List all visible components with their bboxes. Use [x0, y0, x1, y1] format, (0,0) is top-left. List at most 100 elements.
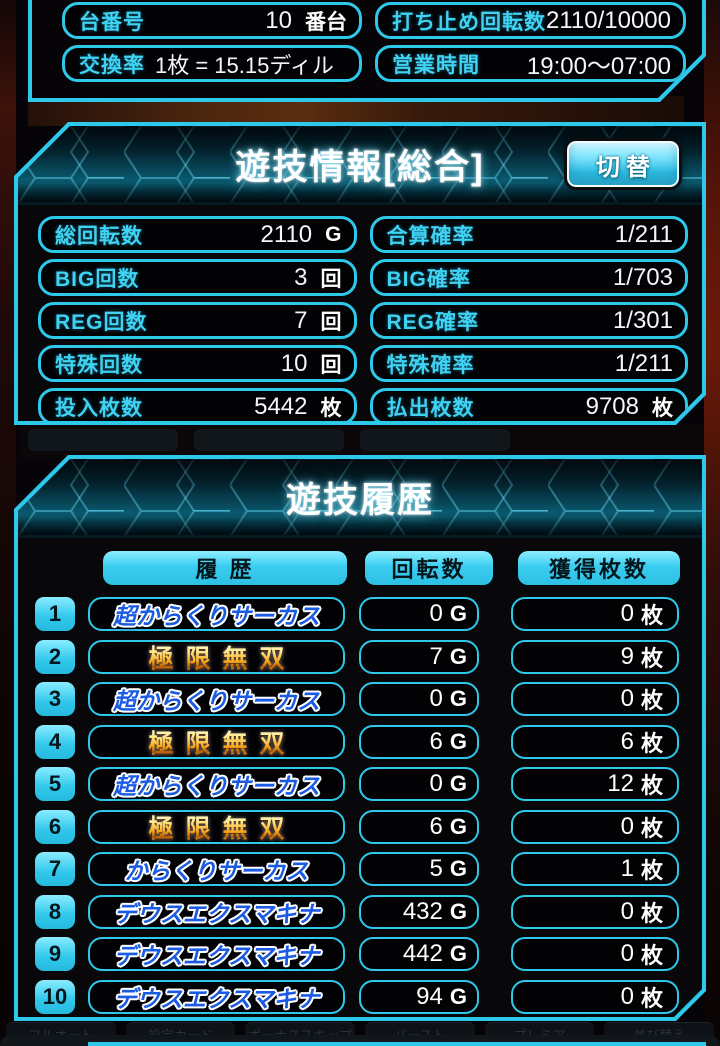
prize-unit: 枚 — [640, 730, 663, 756]
stat-unit: 回 — [320, 310, 342, 334]
stat-value: 1/301 — [612, 306, 673, 334]
prize-value: 1 — [620, 855, 634, 882]
exchange-rate-value: 1枚 = 15.15ディル — [155, 52, 334, 78]
prize-unit: 枚 — [640, 985, 663, 1011]
bonus-name: からくりサーカス — [124, 858, 309, 884]
spins-unit: G — [449, 983, 467, 1009]
bonus-name: 超からくりサーカス — [113, 603, 320, 629]
row-name-cell: 超からくりサーカス — [88, 682, 345, 716]
stat-value: 1/211 — [614, 220, 673, 248]
row-number-badge: 8 — [35, 895, 75, 929]
row-spins-cell: 432 G — [359, 895, 479, 929]
stat-unit: G — [325, 222, 342, 246]
row-name-cell: 超からくりサーカス — [88, 767, 345, 801]
row-number-badge: 1 — [35, 597, 75, 631]
bonus-name: 超からくりサーカス — [113, 773, 320, 799]
row-number-badge: 3 — [35, 682, 75, 716]
row-prize-cell: 12 枚 — [511, 767, 679, 801]
prize-value: 0 — [620, 982, 634, 1010]
machine-info-frame: 台番号 10 番台 打ち止め回転数 2110/10000 交換率 1枚 = 15… — [28, 0, 706, 102]
spins-value: 0 — [429, 685, 443, 712]
row-number-badge: 5 — [35, 767, 75, 801]
prize-unit: 枚 — [640, 773, 663, 798]
stat-label: 投入枚数 — [55, 396, 143, 420]
stat-label: 合算確率 — [386, 224, 475, 248]
column-header-spins: 回転数 — [365, 551, 493, 585]
spins-value: 5 — [429, 855, 443, 882]
prize-unit: 枚 — [640, 645, 663, 671]
prize-unit: 枚 — [640, 900, 663, 926]
stat-value: 7 — [294, 306, 308, 334]
machine-number-value: 10 — [265, 6, 292, 34]
bonus-name: 極限無双 — [136, 639, 296, 675]
stat-unit: 回 — [320, 267, 342, 291]
history-header: 遊技履歴 — [18, 459, 702, 538]
row-number-badge: 10 — [35, 980, 75, 1014]
stat-reg-count: REG回数 7 回 — [38, 302, 357, 339]
bonus-name: 極限無双 — [136, 724, 296, 760]
exchange-rate-field: 交換率 1枚 = 15.15ディル — [62, 45, 362, 82]
stat-special-rate: 特殊確率 1/211 — [370, 345, 689, 382]
prize-value: 12 — [607, 770, 634, 797]
prize-value: 0 — [620, 940, 634, 967]
column-header-history: 履 歴 — [103, 551, 347, 585]
row-name-cell: デウスエクスマキナ — [88, 895, 345, 929]
bottom-bar — [0, 1035, 720, 1046]
spins-unit: G — [449, 941, 467, 966]
prize-unit: 枚 — [640, 943, 663, 968]
prize-value: 0 — [620, 812, 634, 840]
row-name-cell: 超からくりサーカス — [88, 597, 345, 631]
stat-label: 払出枚数 — [386, 396, 475, 420]
spins-unit: G — [449, 728, 467, 754]
stat-unit: 枚 — [652, 396, 673, 420]
business-hours-field: 営業時間 19:00〜07:00 — [375, 45, 686, 82]
game-info-header: 遊技情報[総合] 切替 — [18, 126, 702, 205]
stat-coins-in: 投入枚数 5442 枚 — [38, 388, 357, 425]
row-number-badge: 2 — [35, 640, 75, 674]
limit-spins-value: 2110/10000 — [545, 6, 671, 34]
stat-unit: 回 — [320, 353, 342, 377]
row-name-cell: デウスエクスマキナ — [88, 980, 345, 1014]
switch-button[interactable]: 切替 — [564, 138, 682, 190]
stat-big-count: BIG回数 3 回 — [38, 259, 357, 296]
business-hours-label: 営業時間 — [391, 53, 480, 77]
stat-value: 3 — [294, 263, 308, 291]
stat-label: 総回転数 — [55, 224, 143, 248]
row-name-cell: からくりサーカス — [88, 852, 345, 886]
next-panel-top-edge — [88, 1042, 706, 1046]
stat-coins-out: 払出枚数 9708 枚 — [370, 388, 689, 425]
stat-value: 1/703 — [612, 263, 673, 291]
spins-unit: G — [449, 643, 467, 669]
row-name-cell: 極限無双 — [88, 725, 345, 759]
spins-value: 7 — [429, 642, 443, 670]
spins-value: 442 — [402, 940, 443, 967]
limit-spins-field: 打ち止め回転数 2110/10000 — [375, 2, 686, 39]
background-art-right — [704, 0, 720, 1046]
row-spins-cell: 442 G — [359, 937, 479, 971]
bonus-name: デウスエクスマキナ — [113, 943, 320, 969]
spins-unit: G — [449, 813, 467, 839]
spins-value: 94 — [416, 982, 443, 1010]
prize-value: 6 — [620, 727, 634, 755]
game-info-title: 遊技情報[総合] — [235, 147, 485, 187]
background-art-left — [0, 0, 16, 1046]
spins-unit: G — [449, 686, 467, 711]
bonus-name: 極限無双 — [136, 809, 296, 845]
prize-unit: 枚 — [640, 858, 663, 883]
stat-label: REG確率 — [386, 310, 480, 334]
row-name-cell: 極限無双 — [88, 640, 345, 674]
